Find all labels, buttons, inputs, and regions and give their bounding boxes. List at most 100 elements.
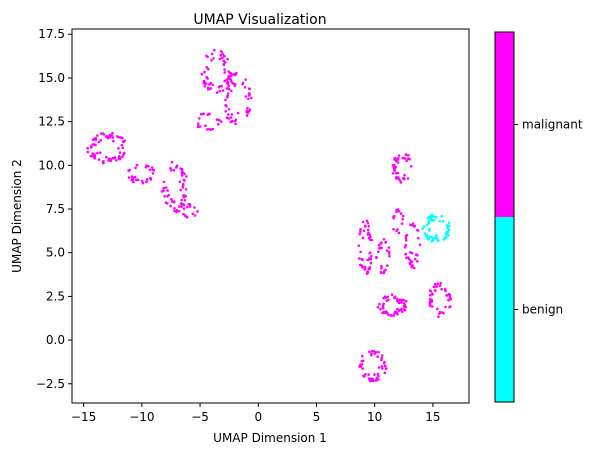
data-point-malignant [448, 293, 452, 297]
data-point-malignant [405, 159, 409, 162]
data-point-malignant [396, 300, 399, 303]
data-point-malignant [392, 172, 395, 175]
data-point-malignant [226, 82, 230, 86]
data-point-benign [422, 225, 426, 228]
data-point-malignant [365, 219, 369, 223]
data-point-malignant [98, 151, 102, 154]
data-point-malignant [118, 154, 121, 158]
data-point-malignant [111, 136, 115, 139]
data-point-malignant [412, 266, 416, 270]
data-point-malignant [207, 67, 210, 71]
data-point-malignant [395, 208, 398, 212]
data-point-malignant [227, 70, 230, 73]
plot-area [71, 28, 470, 404]
data-point-malignant [178, 180, 182, 184]
data-point-malignant [376, 372, 380, 376]
data-point-malignant [206, 113, 209, 116]
data-point-malignant [187, 203, 190, 206]
colorbar-label: malignant [522, 118, 583, 132]
data-point-malignant [382, 310, 386, 314]
data-point-malignant [102, 133, 106, 136]
data-point-malignant [196, 210, 199, 213]
data-point-malignant [403, 309, 407, 312]
data-point-malignant [404, 252, 407, 256]
data-point-malignant [383, 295, 387, 299]
data-point-malignant [89, 146, 93, 149]
data-point-malignant [361, 258, 364, 262]
data-point-malignant [225, 104, 228, 108]
data-point-malignant [246, 106, 249, 110]
data-point-malignant [410, 251, 414, 255]
data-point-malignant [173, 209, 176, 213]
data-point-malignant [210, 52, 214, 56]
data-point-malignant [145, 178, 149, 181]
data-point-malignant [418, 243, 422, 247]
data-point-malignant [414, 257, 417, 261]
data-point-malignant [373, 352, 377, 355]
data-point-malignant [367, 225, 371, 228]
data-point-malignant [148, 168, 152, 172]
data-point-malignant [222, 59, 225, 63]
data-point-malignant [185, 206, 189, 209]
data-point-malignant [384, 311, 388, 315]
data-point-malignant [134, 166, 137, 170]
data-point-malignant [380, 365, 384, 368]
data-point-malignant [380, 271, 383, 275]
data-point-malignant [184, 214, 187, 217]
data-point-malignant [377, 250, 380, 254]
data-point-malignant [364, 373, 367, 376]
data-point-malignant [447, 298, 451, 302]
y-tick-label: −2.5 [36, 377, 65, 391]
data-point-malignant [386, 298, 390, 302]
data-point-malignant [404, 243, 408, 247]
data-point-malignant [407, 153, 410, 157]
data-point-malignant [379, 307, 382, 311]
data-point-malignant [162, 189, 165, 192]
data-point-benign [421, 227, 424, 231]
data-point-malignant [99, 139, 103, 142]
data-point-malignant [402, 177, 405, 180]
data-point-malignant [245, 114, 249, 117]
data-point-malignant [443, 287, 447, 291]
data-point-malignant [390, 314, 393, 317]
data-point-malignant [182, 178, 186, 182]
data-point-malignant [149, 177, 152, 181]
data-point-malignant [376, 305, 380, 309]
data-point-malignant [368, 267, 371, 271]
data-point-malignant [219, 120, 223, 123]
data-point-malignant [92, 137, 95, 141]
data-point-malignant [415, 253, 419, 257]
data-point-malignant [395, 210, 398, 213]
data-point-malignant [370, 238, 374, 242]
data-point-malignant [380, 358, 383, 362]
data-point-malignant [231, 81, 234, 85]
data-point-benign [425, 233, 429, 237]
data-point-benign [428, 215, 432, 218]
data-point-malignant [431, 305, 434, 308]
data-point-malignant [361, 236, 365, 240]
data-point-benign [427, 237, 431, 241]
data-point-malignant [221, 52, 224, 56]
data-point-malignant [387, 250, 391, 254]
data-point-malignant [193, 214, 197, 217]
data-point-malignant [387, 246, 391, 249]
data-point-malignant [403, 173, 406, 177]
data-point-malignant [410, 260, 414, 264]
data-point-malignant [180, 202, 183, 205]
data-point-malignant [234, 118, 238, 121]
data-point-malignant [205, 82, 208, 86]
data-point-malignant [234, 72, 238, 76]
data-point-malignant [230, 119, 234, 123]
data-point-malignant [245, 110, 248, 113]
data-point-malignant [358, 257, 361, 260]
data-point-malignant [169, 204, 172, 208]
data-point-malignant [102, 161, 105, 165]
data-point-malignant [152, 168, 156, 172]
data-point-malignant [164, 201, 168, 204]
chart-title: UMAP Visualization [193, 12, 326, 28]
data-point-malignant [132, 180, 135, 184]
data-point-malignant [177, 209, 181, 213]
data-point-malignant [181, 182, 185, 186]
y-axis-label: UMAP Dimension 2 [10, 159, 24, 273]
data-point-malignant [359, 230, 362, 233]
